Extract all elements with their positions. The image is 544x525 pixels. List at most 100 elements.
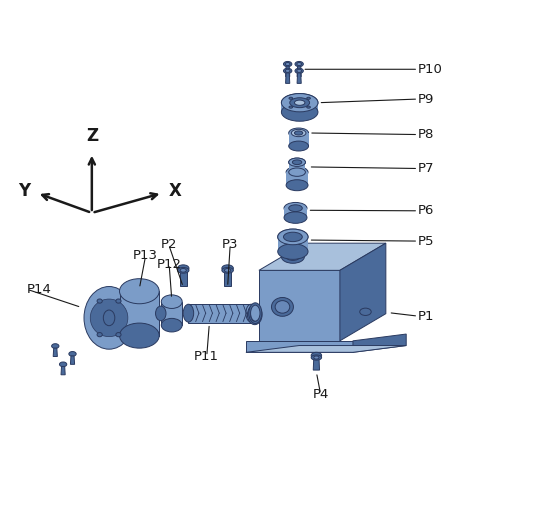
Ellipse shape (286, 180, 308, 191)
Ellipse shape (156, 306, 166, 321)
Polygon shape (161, 302, 182, 325)
Ellipse shape (281, 103, 318, 121)
Text: P4: P4 (312, 387, 329, 401)
Text: P8: P8 (418, 128, 435, 141)
Polygon shape (259, 270, 340, 341)
Ellipse shape (295, 68, 304, 74)
Ellipse shape (52, 344, 59, 349)
Ellipse shape (222, 265, 233, 271)
Polygon shape (297, 73, 301, 83)
Ellipse shape (177, 265, 189, 271)
Polygon shape (188, 304, 251, 322)
Text: P7: P7 (418, 162, 435, 175)
Ellipse shape (84, 287, 134, 349)
Ellipse shape (307, 106, 311, 108)
Ellipse shape (90, 299, 128, 337)
Ellipse shape (289, 97, 293, 99)
Polygon shape (70, 356, 75, 364)
Ellipse shape (292, 160, 302, 164)
Ellipse shape (251, 308, 259, 321)
Polygon shape (53, 348, 57, 356)
Ellipse shape (292, 129, 306, 136)
Polygon shape (224, 270, 231, 286)
Text: X: X (169, 182, 182, 200)
Ellipse shape (360, 308, 371, 316)
Text: P11: P11 (194, 350, 219, 363)
Ellipse shape (161, 318, 182, 332)
Ellipse shape (311, 355, 322, 360)
Polygon shape (289, 133, 308, 146)
Ellipse shape (116, 299, 121, 303)
Ellipse shape (97, 299, 102, 303)
Polygon shape (120, 291, 159, 335)
Ellipse shape (289, 168, 305, 176)
Ellipse shape (59, 362, 67, 366)
Ellipse shape (297, 62, 301, 66)
Polygon shape (180, 270, 187, 286)
Polygon shape (281, 103, 318, 112)
Ellipse shape (289, 205, 302, 212)
Ellipse shape (120, 323, 159, 348)
Polygon shape (286, 73, 290, 83)
Ellipse shape (289, 158, 305, 166)
Polygon shape (61, 366, 65, 375)
Ellipse shape (278, 244, 308, 259)
Text: P3: P3 (222, 238, 238, 251)
Polygon shape (284, 208, 307, 217)
Polygon shape (313, 358, 319, 370)
Ellipse shape (251, 305, 260, 321)
Polygon shape (259, 243, 386, 270)
Ellipse shape (284, 212, 307, 223)
Polygon shape (353, 334, 406, 352)
Ellipse shape (281, 93, 318, 112)
Ellipse shape (314, 356, 319, 359)
Ellipse shape (180, 268, 187, 272)
Ellipse shape (284, 203, 307, 214)
Text: Y: Y (18, 182, 30, 200)
Text: P6: P6 (418, 204, 435, 217)
Ellipse shape (289, 158, 305, 166)
Ellipse shape (249, 303, 262, 323)
Text: P5: P5 (418, 235, 435, 248)
Ellipse shape (278, 229, 308, 245)
Ellipse shape (289, 141, 308, 151)
Ellipse shape (278, 229, 308, 245)
Polygon shape (286, 172, 308, 185)
Text: P10: P10 (418, 63, 443, 76)
Polygon shape (246, 345, 406, 352)
Ellipse shape (286, 166, 308, 177)
Ellipse shape (283, 61, 292, 67)
Ellipse shape (97, 332, 102, 337)
Text: P13: P13 (133, 249, 158, 262)
Polygon shape (289, 162, 305, 172)
Ellipse shape (283, 68, 292, 74)
Ellipse shape (281, 250, 305, 263)
Text: P1: P1 (418, 310, 435, 323)
Ellipse shape (248, 305, 262, 324)
Ellipse shape (297, 69, 301, 72)
Ellipse shape (307, 97, 311, 99)
Ellipse shape (286, 253, 300, 260)
Ellipse shape (285, 69, 290, 72)
Ellipse shape (275, 301, 290, 313)
Text: Z: Z (86, 127, 98, 145)
Ellipse shape (285, 62, 290, 66)
Text: P2: P2 (160, 238, 177, 251)
Polygon shape (297, 66, 301, 77)
Ellipse shape (116, 332, 121, 337)
Polygon shape (278, 237, 308, 251)
Ellipse shape (294, 131, 303, 135)
Ellipse shape (271, 298, 293, 316)
Ellipse shape (120, 279, 159, 304)
Text: P9: P9 (418, 92, 435, 106)
Ellipse shape (294, 100, 305, 106)
Text: P12: P12 (157, 258, 182, 270)
Ellipse shape (290, 98, 310, 108)
Polygon shape (340, 243, 386, 341)
Text: P14: P14 (27, 282, 52, 296)
Ellipse shape (283, 232, 302, 242)
Ellipse shape (311, 352, 322, 359)
Ellipse shape (225, 268, 231, 272)
Ellipse shape (177, 267, 189, 273)
Ellipse shape (295, 61, 304, 67)
